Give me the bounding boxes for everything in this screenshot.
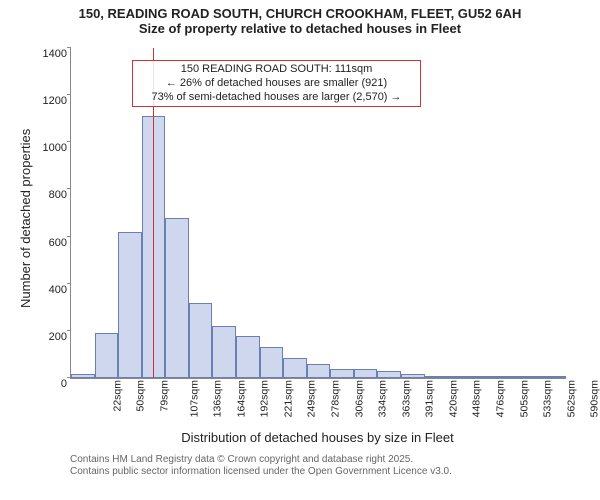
y-tick-label: 600: [49, 237, 71, 249]
footer-line1: Contains HM Land Registry data © Crown c…: [70, 454, 452, 466]
y-axis-title: Number of detached properties: [18, 129, 33, 308]
y-tick-label: 1400: [43, 48, 71, 60]
annotation-line3: 73% of semi-detached houses are larger (…: [139, 91, 414, 105]
footer-line2: Contains public sector information licen…: [70, 466, 452, 478]
x-tick-label: 278sqm: [329, 380, 341, 417]
histogram-bar: [165, 218, 189, 378]
histogram-bar: [189, 303, 213, 378]
annotation-box: 150 READING ROAD SOUTH: 111sqm ← 26% of …: [132, 60, 421, 107]
histogram-bar: [401, 374, 425, 378]
x-axis-title: Distribution of detached houses by size …: [70, 430, 565, 445]
x-tick-label: 420sqm: [447, 380, 459, 417]
histogram-bar: [236, 336, 260, 378]
x-tick-label: 562sqm: [565, 380, 577, 417]
y-tick-label: 0: [61, 378, 71, 390]
x-tick-label: 476sqm: [494, 380, 506, 417]
histogram-bar: [330, 369, 354, 378]
x-tick-label: 22sqm: [111, 380, 123, 412]
y-tick-label: 1000: [43, 142, 71, 154]
x-tick-label: 249sqm: [306, 380, 318, 417]
annotation-line1: 150 READING ROAD SOUTH: 111sqm: [139, 63, 414, 77]
histogram-bar: [377, 371, 401, 378]
histogram-bar: [95, 333, 119, 378]
histogram-bar: [425, 376, 449, 378]
x-tick-label: 334sqm: [376, 380, 388, 417]
histogram-bar: [519, 376, 543, 378]
histogram-bar: [307, 364, 331, 378]
x-tick-label: 533sqm: [541, 380, 553, 417]
x-tick-label: 50sqm: [135, 380, 147, 412]
histogram-bar: [495, 376, 519, 378]
histogram-bar: [212, 326, 236, 378]
histogram-bar: [260, 347, 284, 378]
histogram-bar: [283, 358, 307, 378]
chart-title-line2: Size of property relative to detached ho…: [0, 21, 600, 36]
chart-title-line1: 150, READING ROAD SOUTH, CHURCH CROOKHAM…: [0, 0, 600, 21]
histogram-bar: [71, 374, 95, 378]
footer-note: Contains HM Land Registry data © Crown c…: [70, 454, 452, 478]
y-tick-label: 400: [49, 284, 71, 296]
histogram-bar: [118, 232, 142, 378]
x-tick-label: 79sqm: [158, 380, 170, 412]
x-tick-label: 221sqm: [282, 380, 294, 417]
x-tick-label: 505sqm: [518, 380, 530, 417]
histogram-bar: [448, 376, 472, 378]
histogram-bar: [472, 376, 496, 378]
x-tick-label: 590sqm: [589, 380, 600, 417]
x-tick-label: 107sqm: [188, 380, 200, 417]
x-tick-label: 391sqm: [424, 380, 436, 417]
x-tick-label: 136sqm: [211, 380, 223, 417]
chart-container: { "title_line1": "150, READING ROAD SOUT…: [0, 0, 600, 500]
x-tick-label: 363sqm: [400, 380, 412, 417]
y-tick-label: 200: [49, 331, 71, 343]
x-tick-label: 306sqm: [353, 380, 365, 417]
annotation-line2: ← 26% of detached houses are smaller (92…: [139, 77, 414, 91]
histogram-bar: [354, 369, 378, 378]
x-tick-label: 192sqm: [259, 380, 271, 417]
y-tick-label: 800: [49, 189, 71, 201]
y-tick-label: 1200: [43, 95, 71, 107]
histogram-bar: [542, 376, 566, 378]
x-tick-label: 164sqm: [235, 380, 247, 417]
x-tick-label: 448sqm: [471, 380, 483, 417]
